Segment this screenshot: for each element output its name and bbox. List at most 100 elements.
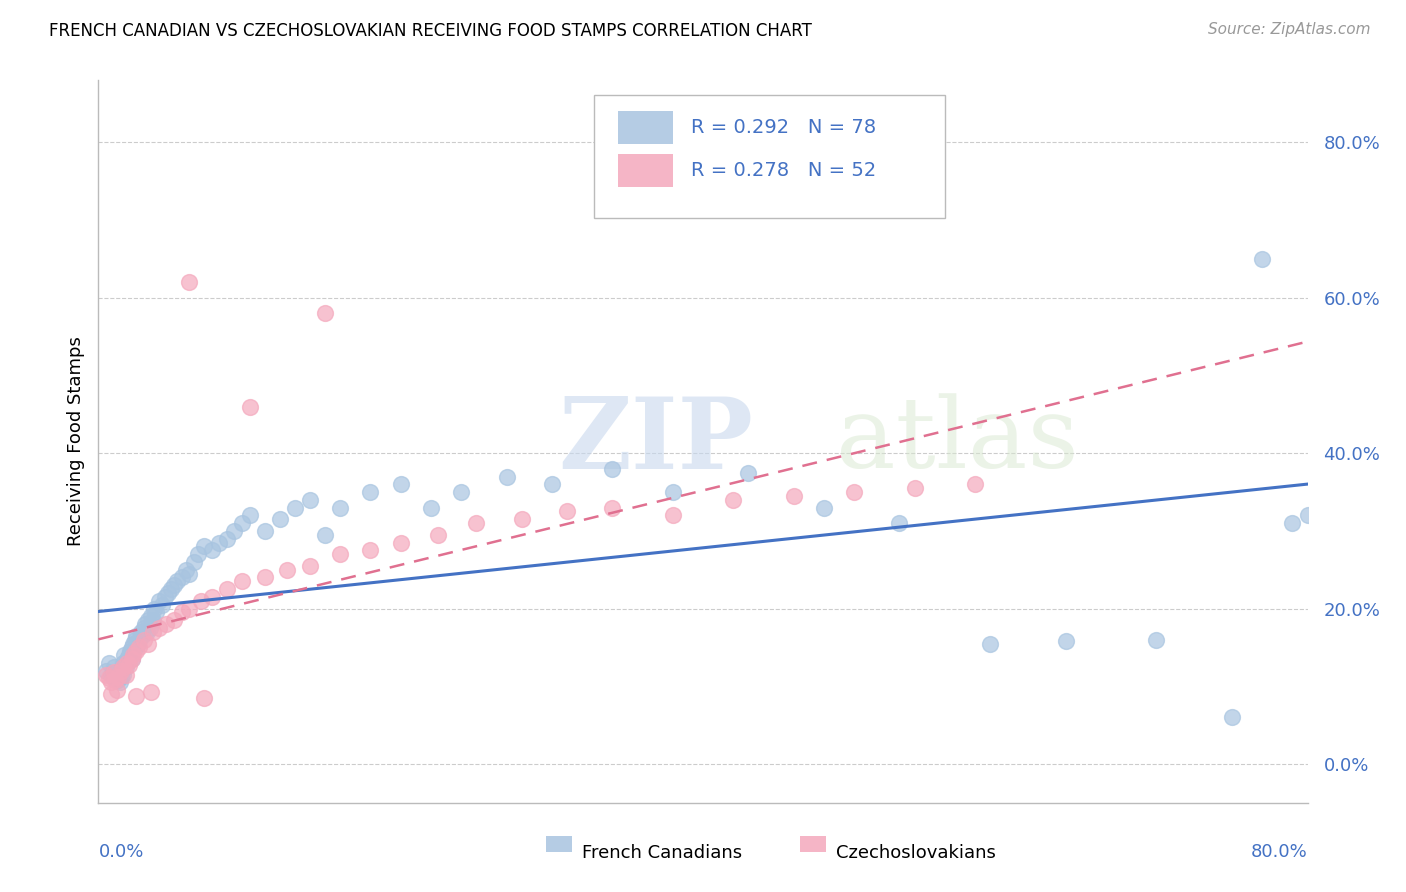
- Point: [114, 660, 136, 674]
- Text: atlas: atlas: [837, 393, 1078, 490]
- Point: [125, 644, 148, 658]
- FancyBboxPatch shape: [619, 154, 672, 186]
- Point: [1220, 710, 1243, 724]
- Point: [110, 664, 132, 678]
- Text: French Canadians: French Canadians: [582, 844, 742, 862]
- Point: [112, 648, 135, 663]
- FancyBboxPatch shape: [595, 95, 945, 218]
- Point: [163, 578, 186, 592]
- Point: [540, 477, 562, 491]
- Point: [979, 636, 1001, 650]
- Point: [160, 582, 183, 596]
- Point: [602, 461, 624, 475]
- Point: [121, 640, 143, 655]
- Text: Source: ZipAtlas.com: Source: ZipAtlas.com: [1208, 22, 1371, 37]
- Point: [510, 512, 533, 526]
- Point: [103, 660, 125, 674]
- Point: [1054, 634, 1077, 648]
- Point: [124, 632, 146, 647]
- Point: [269, 512, 291, 526]
- Point: [389, 535, 412, 549]
- Point: [163, 613, 186, 627]
- Point: [132, 621, 155, 635]
- Point: [465, 516, 488, 530]
- Point: [253, 524, 276, 538]
- Point: [1281, 516, 1303, 530]
- Point: [153, 590, 176, 604]
- Point: [139, 621, 162, 635]
- Point: [215, 532, 238, 546]
- Point: [170, 606, 193, 620]
- Point: [284, 500, 307, 515]
- Point: [115, 656, 138, 670]
- Point: [783, 489, 806, 503]
- Point: [148, 594, 170, 608]
- Point: [201, 590, 224, 604]
- Point: [844, 485, 866, 500]
- Point: [193, 540, 215, 554]
- Point: [111, 656, 134, 670]
- Point: [142, 613, 165, 627]
- Point: [142, 624, 165, 639]
- Point: [661, 485, 683, 500]
- Point: [1296, 508, 1319, 523]
- Point: [122, 648, 145, 663]
- Point: [111, 660, 134, 674]
- Point: [125, 689, 148, 703]
- Point: [141, 685, 163, 699]
- Point: [128, 632, 150, 647]
- Point: [94, 667, 117, 681]
- Point: [661, 508, 683, 523]
- Point: [360, 485, 382, 500]
- Point: [737, 466, 759, 480]
- Point: [105, 683, 128, 698]
- Point: [389, 477, 412, 491]
- Point: [179, 601, 201, 615]
- Point: [134, 617, 156, 632]
- Point: [215, 582, 238, 596]
- Point: [110, 670, 132, 684]
- Point: [98, 656, 121, 670]
- Point: [104, 672, 127, 686]
- FancyBboxPatch shape: [800, 836, 827, 852]
- Point: [299, 558, 322, 573]
- FancyBboxPatch shape: [546, 836, 572, 852]
- Point: [239, 508, 262, 523]
- Point: [131, 629, 153, 643]
- Point: [100, 675, 122, 690]
- Text: ZIP: ZIP: [558, 393, 752, 490]
- Point: [100, 687, 122, 701]
- Point: [299, 492, 322, 507]
- Point: [121, 652, 143, 666]
- Point: [98, 672, 121, 686]
- Point: [166, 574, 188, 589]
- Point: [94, 664, 117, 678]
- Point: [135, 624, 157, 639]
- Point: [136, 636, 159, 650]
- Y-axis label: Receiving Food Stamps: Receiving Food Stamps: [66, 336, 84, 547]
- Text: R = 0.292   N = 78: R = 0.292 N = 78: [690, 118, 876, 136]
- Point: [329, 547, 352, 561]
- Point: [602, 500, 624, 515]
- Point: [107, 673, 129, 687]
- Point: [231, 516, 253, 530]
- Point: [108, 675, 131, 690]
- Point: [183, 555, 205, 569]
- Point: [179, 566, 201, 581]
- Point: [103, 665, 125, 680]
- Point: [105, 665, 128, 680]
- FancyBboxPatch shape: [619, 111, 672, 144]
- Point: [360, 543, 382, 558]
- Text: Czechoslovakians: Czechoslovakians: [837, 844, 995, 862]
- Point: [904, 481, 927, 495]
- Text: 80.0%: 80.0%: [1251, 843, 1308, 861]
- Point: [495, 469, 517, 483]
- Point: [114, 667, 136, 681]
- Text: 0.0%: 0.0%: [98, 843, 143, 861]
- Text: FRENCH CANADIAN VS CZECHOSLOVAKIAN RECEIVING FOOD STAMPS CORRELATION CHART: FRENCH CANADIAN VS CZECHOSLOVAKIAN RECEI…: [49, 22, 813, 40]
- Point: [231, 574, 253, 589]
- Point: [190, 594, 212, 608]
- Point: [179, 275, 201, 289]
- Point: [1144, 632, 1167, 647]
- Point: [170, 570, 193, 584]
